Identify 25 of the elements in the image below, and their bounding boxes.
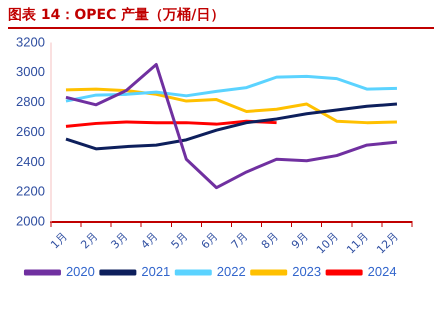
legend-label: 2022 [216,264,246,280]
x-tick-label: 12月 [374,230,402,256]
y-tick-label: 2800 [16,94,45,110]
legend-label: 2020 [66,264,95,280]
y-tick-label: 3000 [16,64,45,80]
x-tick-label: 2月 [78,230,100,252]
legend-label: 2024 [368,264,397,280]
x-tick-label: 1月 [48,230,70,252]
x-tick-label: 6月 [198,230,221,252]
legend-label: 2021 [141,264,170,280]
legend-label: 2023 [292,264,322,280]
y-tick-label: 2200 [16,184,45,199]
x-tick-label: 9月 [288,230,311,252]
x-tick-label: 10月 [314,230,341,256]
x-tick-label: 11月 [344,230,372,256]
x-tick-label: 3月 [108,230,130,252]
y-tick-label: 3200 [16,34,45,50]
y-tick-label: 2000 [16,214,45,229]
x-tick-label: 7月 [228,230,251,252]
x-tick-label: 4月 [138,230,160,252]
x-tick-label: 8月 [258,230,281,252]
x-tick-label: 5月 [168,230,190,252]
y-tick-label: 2600 [16,124,45,139]
y-tick-label: 2400 [16,154,45,169]
chart-title: 图表 14：OPEC 产量（万桶/日） [8,6,434,29]
